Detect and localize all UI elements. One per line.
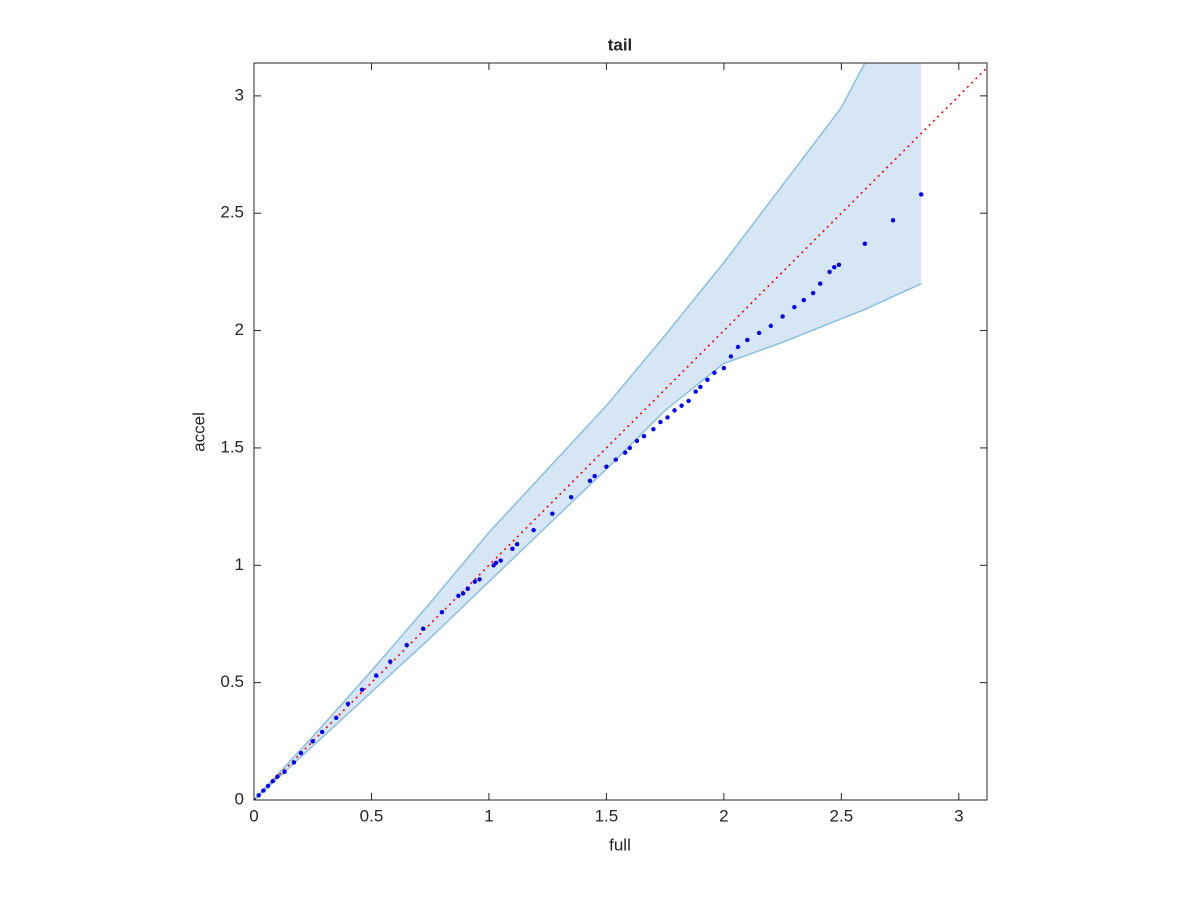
point	[735, 344, 741, 350]
point	[345, 701, 351, 706]
point	[721, 365, 727, 371]
point	[334, 715, 339, 721]
y-tick-label: 3	[235, 85, 244, 104]
point	[817, 281, 823, 286]
point	[531, 527, 536, 533]
point	[439, 610, 445, 615]
point	[510, 546, 515, 552]
point	[756, 330, 762, 336]
y-axis-label: accel	[189, 412, 208, 452]
x-tick-label: 2.5	[830, 806, 854, 825]
confidence-band	[254, 63, 922, 800]
point	[672, 408, 677, 413]
point	[698, 384, 703, 390]
point	[686, 398, 691, 404]
point	[827, 269, 832, 275]
point	[310, 739, 315, 744]
point	[465, 586, 470, 591]
point	[359, 687, 365, 692]
point	[514, 541, 520, 547]
x-axis-label: full	[609, 835, 631, 854]
point	[456, 593, 461, 598]
y-tick-label: 0	[235, 789, 244, 808]
plot-area	[254, 63, 987, 800]
point	[472, 579, 478, 584]
point	[291, 760, 297, 765]
point	[261, 788, 266, 793]
point	[792, 304, 797, 310]
point	[298, 750, 304, 756]
band-edge	[254, 282, 922, 800]
point	[745, 337, 750, 343]
point	[658, 419, 663, 425]
point	[728, 354, 734, 359]
point	[493, 560, 499, 566]
point	[256, 793, 261, 798]
point	[890, 218, 896, 223]
y-tick-label: 0.5	[220, 672, 244, 691]
point	[460, 591, 466, 596]
x-tick-label: 1	[484, 806, 493, 825]
y-tick-label: 2	[235, 320, 244, 339]
point	[477, 577, 482, 582]
x-tick-label: 3	[954, 806, 963, 825]
point	[604, 464, 609, 469]
point	[651, 426, 656, 432]
x-tick-label: 2	[719, 806, 728, 825]
point	[319, 729, 325, 735]
point	[780, 314, 785, 319]
point	[498, 558, 503, 563]
point	[404, 642, 409, 648]
point	[265, 783, 271, 789]
x-tick-label: 1.5	[595, 806, 619, 825]
point	[627, 445, 633, 451]
point	[705, 377, 710, 383]
point	[712, 370, 717, 376]
point	[810, 290, 816, 296]
point	[679, 403, 684, 408]
axes: 0 0.5 1 1.5 2 2.5 3 0 0.5 1 1.5 2 2.5 3	[220, 62, 988, 825]
point	[634, 438, 640, 444]
point	[665, 415, 670, 420]
point	[919, 192, 924, 197]
point	[420, 626, 426, 631]
point	[388, 659, 393, 664]
axes-box	[253, 62, 988, 801]
point	[254, 797, 257, 800]
point	[592, 473, 597, 479]
point	[282, 769, 287, 775]
point	[373, 673, 379, 678]
point	[641, 433, 647, 439]
point	[693, 389, 698, 394]
point	[275, 774, 280, 779]
point	[550, 511, 555, 516]
point	[862, 241, 868, 246]
point	[622, 450, 628, 455]
chart-title: tail	[608, 35, 633, 54]
x-tick-label: 0.5	[360, 806, 384, 825]
point	[587, 478, 593, 483]
point	[832, 265, 837, 270]
point	[768, 323, 774, 329]
point	[568, 495, 574, 500]
point	[270, 779, 275, 784]
point	[836, 262, 842, 268]
y-tick-label: 1.5	[220, 437, 244, 456]
y-tick-label: 2.5	[220, 203, 244, 222]
x-tick-label: 0	[249, 806, 258, 825]
y-tick-label: 1	[235, 555, 244, 574]
point	[801, 297, 806, 303]
band-edge	[254, 63, 866, 800]
point	[613, 457, 619, 462]
